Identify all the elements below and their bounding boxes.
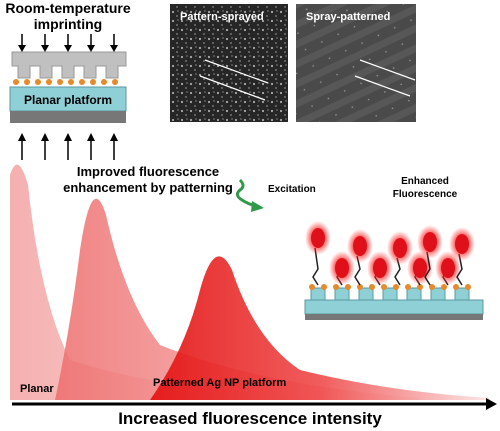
nanoparticle xyxy=(101,79,107,85)
nanoparticle xyxy=(90,79,96,85)
pillar xyxy=(406,287,422,301)
planar-curve xyxy=(10,164,330,400)
press-arrowhead xyxy=(41,133,49,141)
title-line: imprinting xyxy=(34,16,102,32)
image-label: Pattern-sprayed xyxy=(180,11,264,23)
nanoparticle xyxy=(429,284,435,290)
image-label: Spray-patterned xyxy=(306,11,390,23)
press-arrowhead xyxy=(110,45,118,52)
fluorophore xyxy=(413,258,427,278)
nanoparticle xyxy=(79,79,85,85)
nanoparticle xyxy=(13,79,19,85)
pattern-platform xyxy=(304,299,484,315)
curve-label: Planar xyxy=(20,383,54,395)
nanoparticle xyxy=(465,284,471,290)
substrate xyxy=(10,111,126,123)
pillar xyxy=(310,287,326,301)
nanoparticle xyxy=(381,284,387,290)
fluorophore xyxy=(455,234,469,254)
linker xyxy=(456,253,463,286)
pillar xyxy=(382,287,398,301)
fluorophore xyxy=(353,236,367,256)
axis-arrowhead xyxy=(486,398,497,410)
nanoparticle xyxy=(68,79,74,85)
fluorophore xyxy=(393,238,407,258)
patterned-curve xyxy=(55,198,420,400)
press-arrowhead xyxy=(64,133,72,141)
sem-image xyxy=(296,4,416,122)
press-arrowhead xyxy=(41,45,49,52)
nanoparticle xyxy=(321,284,327,290)
emission-label: Enhanced xyxy=(401,176,449,187)
pattern-substrate xyxy=(305,314,483,320)
nanoparticle xyxy=(57,79,63,85)
linker xyxy=(424,251,431,286)
nanoparticle xyxy=(453,284,459,290)
axis-label: Increased fluorescence intensity xyxy=(118,409,382,428)
nanoparticle xyxy=(357,284,363,290)
molecules xyxy=(305,221,475,301)
fluorophore xyxy=(423,232,437,252)
nanoparticle xyxy=(46,79,52,85)
emission-label: Fluorescence xyxy=(393,189,458,200)
pillar xyxy=(430,287,446,301)
nanoparticle xyxy=(405,284,411,290)
curve-label: Patterned Ag NP platform xyxy=(153,377,286,389)
platform-label: Planar platform xyxy=(24,93,112,107)
pillar xyxy=(358,287,374,301)
nanoparticle xyxy=(369,284,375,290)
nanoparticle xyxy=(333,284,339,290)
guide-lines xyxy=(199,59,416,101)
press-arrowhead xyxy=(110,133,118,141)
fluorophore xyxy=(373,258,387,278)
guide-line xyxy=(354,75,411,97)
press-arrowhead xyxy=(18,133,26,141)
press-arrowhead xyxy=(18,45,26,52)
nanoparticle xyxy=(393,284,399,290)
nanoparticle xyxy=(35,79,41,85)
platform xyxy=(9,86,127,112)
pillar xyxy=(334,287,350,301)
fluorophore xyxy=(441,258,455,278)
pillar xyxy=(454,287,470,301)
annotation-line: Improved fluorescence xyxy=(77,164,219,179)
title-line: Room-temperature xyxy=(5,0,130,16)
nanoparticle xyxy=(345,284,351,290)
annotation-line: enhancement by patterning xyxy=(63,180,233,195)
nanoparticle xyxy=(441,284,447,290)
guide-line xyxy=(359,59,416,81)
guide-line xyxy=(199,75,266,101)
fluorophore xyxy=(335,258,349,278)
nanoparticle xyxy=(112,79,118,85)
stamp xyxy=(11,51,127,79)
press-arrowhead xyxy=(87,133,95,141)
excitation-label: Excitation xyxy=(268,184,316,195)
sem-image xyxy=(170,4,288,122)
guide-line xyxy=(204,59,269,84)
nanoparticle xyxy=(417,284,423,290)
fluorophore xyxy=(311,228,325,248)
nanoparticle xyxy=(24,79,30,85)
imprint-marks xyxy=(13,34,118,160)
nanoparticle xyxy=(309,284,315,290)
enhanced-curve xyxy=(150,256,490,400)
excitation-arrowhead xyxy=(251,201,264,212)
linker xyxy=(312,247,319,286)
press-arrowhead xyxy=(87,45,95,52)
press-arrowhead xyxy=(64,45,72,52)
excitation-arrow xyxy=(235,178,257,208)
